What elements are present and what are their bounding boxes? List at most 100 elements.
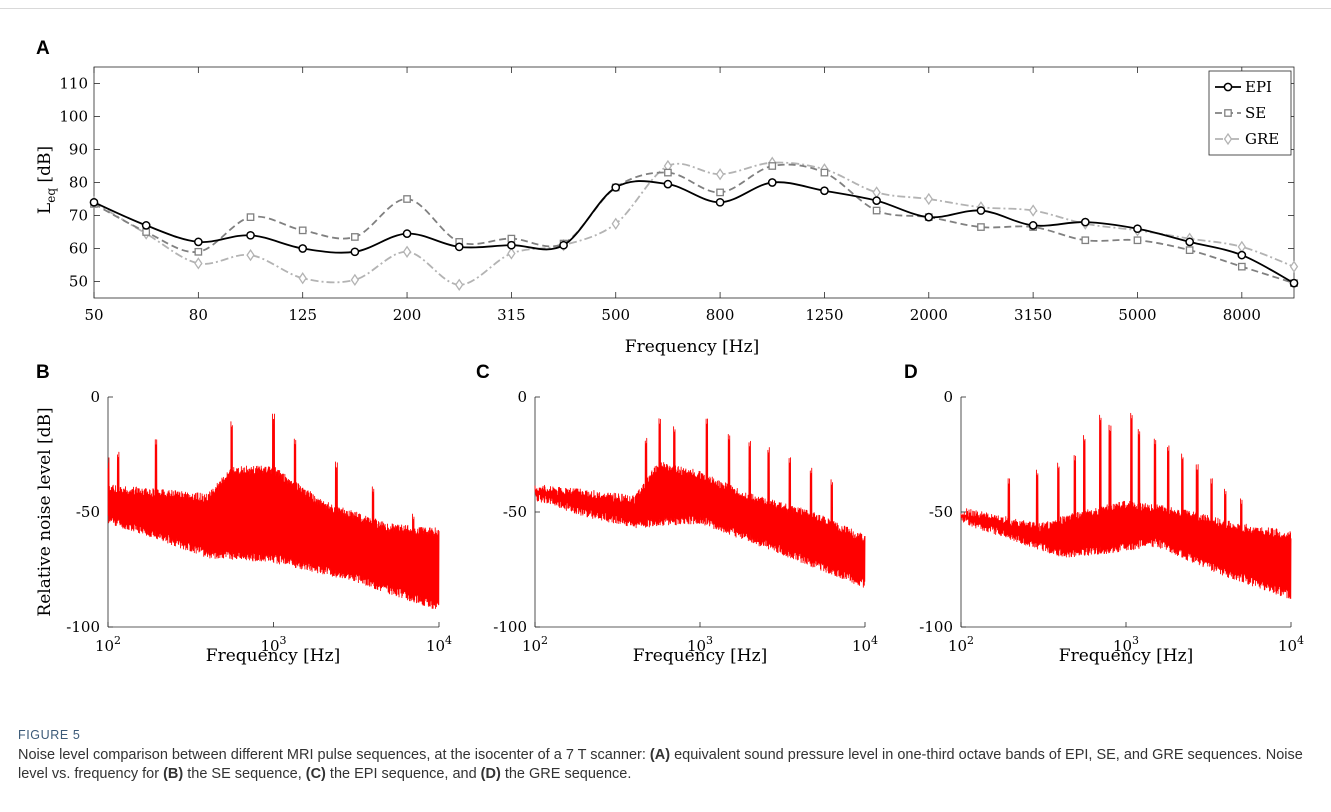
point-gre [350, 273, 360, 287]
ytick-label: 0 [517, 388, 527, 406]
point-gre [1028, 204, 1038, 217]
panel-a-xtick-label: 800 [706, 306, 735, 324]
panel-letter-b: B [36, 362, 50, 383]
point-epi [611, 183, 621, 192]
caption-part: (A) [649, 747, 671, 763]
panel-d-xlabel: Frequency [Hz] [1059, 646, 1193, 666]
point-epi [1289, 278, 1299, 288]
point-se [1237, 262, 1246, 271]
spectrum-line-gre [960, 412, 1292, 599]
point-se [1081, 236, 1090, 245]
point-gre [246, 248, 255, 262]
panel-a-ytick-label: 50 [69, 273, 88, 291]
panel-a-ytick-label: 90 [69, 141, 88, 159]
point-gre [715, 168, 725, 181]
point-se [194, 247, 203, 256]
point-gre [872, 186, 881, 199]
panel-a-ytick-label: 110 [59, 75, 88, 93]
point-gre [455, 278, 464, 291]
panel-a-xtick-label: 1250 [805, 306, 843, 324]
caption-part: the EPI sequence, and [325, 766, 481, 782]
legend-label-se: SE [1245, 104, 1266, 122]
point-se [298, 226, 307, 235]
point-epi [350, 247, 360, 257]
caption-part: (C) [305, 766, 326, 782]
panel-a-xtick-label: 3150 [1014, 306, 1052, 324]
xtick-label: 102 [95, 634, 121, 655]
panel-a-xtick-label: 125 [288, 306, 317, 324]
panel-c-xlabel: Frequency [Hz] [633, 646, 767, 666]
legend-label-gre: GRE [1245, 130, 1279, 148]
xtick-label: 103 [687, 634, 713, 655]
spectrum-line-se [107, 413, 440, 609]
caption-part: the SE sequence, [183, 766, 306, 782]
point-epi [976, 206, 986, 215]
xtick-label: 102 [948, 634, 974, 655]
point-epi [141, 221, 151, 230]
point-se [1185, 246, 1194, 254]
point-gre [298, 272, 307, 285]
point-se [664, 168, 672, 177]
caption-part: equivalent sound pressure level in one-t… [18, 747, 1303, 782]
point-gre [507, 247, 516, 260]
point-epi [820, 186, 829, 196]
point-epi [193, 237, 203, 247]
point-epi [402, 229, 412, 238]
point-se [351, 233, 359, 241]
point-epi [298, 244, 308, 253]
legend-label-epi: EPI [1245, 78, 1272, 96]
ytick-label: 0 [943, 388, 953, 406]
point-epi [1080, 217, 1090, 227]
point-se [142, 228, 151, 236]
panel-a-chart: 50 60 70 80 90 100 110 50 80 125 200 315 500 800 1250 2… [35, 66, 1299, 357]
point-epi [872, 196, 881, 205]
ytick-label: -100 [919, 618, 953, 636]
figure-label: FIGURE 5 [18, 728, 81, 742]
point-gre [1289, 260, 1299, 273]
xtick-label: 104 [852, 634, 878, 655]
point-epi [715, 197, 725, 207]
ytick-label: -50 [929, 503, 953, 521]
panel-letter-a: A [36, 38, 50, 59]
point-se [246, 213, 255, 221]
point-epi [767, 178, 777, 187]
point-gre [402, 245, 412, 258]
point-se [872, 206, 881, 215]
point-epi [89, 197, 99, 207]
panel-letter-d: D [904, 362, 918, 383]
point-se [507, 234, 516, 243]
xtick-label: 104 [426, 634, 452, 655]
ytick-label: -100 [66, 618, 100, 636]
panel-b-ylabel: Relative noise level [dB] [35, 407, 55, 616]
panel-a-xtick-label: 500 [601, 306, 630, 324]
series-line-se [93, 163, 1295, 285]
point-epi [663, 179, 673, 189]
point-se [716, 188, 724, 197]
point-se [768, 162, 777, 170]
panel-a-ytick-label: 80 [69, 174, 88, 192]
panel-a-xtick-label: 5000 [1118, 306, 1156, 324]
caption-part: (D) [480, 766, 501, 782]
legend-marker-gre [1223, 132, 1233, 146]
caption-part: (B) [163, 766, 184, 782]
panel-a-ytick-label: 60 [69, 240, 88, 258]
caption-part: the GRE sequence. [500, 766, 632, 782]
series-line-epi [93, 180, 1295, 284]
caption-part: Noise level comparison between different… [18, 747, 650, 763]
panel-a-axes: 50 60 70 80 90 100 110 50 80 125 200 315 500 800 1250 2… [59, 66, 1295, 324]
panel-a-series [89, 156, 1299, 291]
point-epi [1028, 221, 1038, 230]
figure-canvas: A B C D 50 60 70 80 90 100 110 50 80 125 200 315 500… [35, 38, 1304, 666]
legend-marker-epi [1223, 82, 1233, 92]
point-gre [1237, 240, 1247, 254]
top-rule [0, 8, 1331, 9]
point-epi [1237, 250, 1247, 260]
legend-box [1208, 70, 1292, 156]
panel-a-xlabel: Frequency [Hz] [625, 337, 759, 357]
series-line-gre [93, 161, 1295, 286]
panel-a-xtick-label: 315 [497, 306, 526, 324]
panel-letter-c: C [476, 362, 490, 383]
ytick-label: -50 [76, 503, 100, 521]
